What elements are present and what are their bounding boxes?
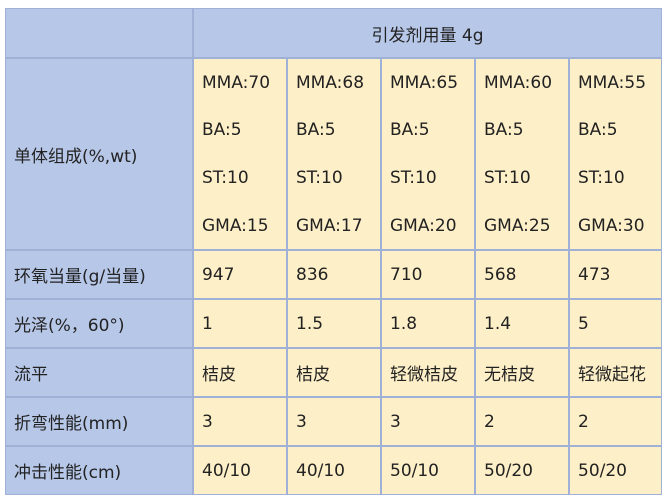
cell: GMA:17 xyxy=(287,202,381,250)
cell: 1.4 xyxy=(475,299,569,348)
cell: BA:5 xyxy=(193,106,287,154)
cell: GMA:20 xyxy=(381,202,475,250)
cell: 50/10 xyxy=(381,446,475,495)
row-label: 冲击性能(cm) xyxy=(5,446,193,495)
cell: 2 xyxy=(569,397,662,446)
cell: 947 xyxy=(193,250,287,299)
cell: 轻微桔皮 xyxy=(381,348,475,397)
cell: 50/20 xyxy=(569,446,662,495)
cell: 轻微起花 xyxy=(569,348,662,397)
cell: 2 xyxy=(475,397,569,446)
cell: GMA:30 xyxy=(569,202,662,250)
cell: 710 xyxy=(381,250,475,299)
cell: BA:5 xyxy=(475,106,569,154)
cell: 836 xyxy=(287,250,381,299)
cell: 1.5 xyxy=(287,299,381,348)
cell: MMA:68 xyxy=(287,58,381,106)
cell: GMA:15 xyxy=(193,202,287,250)
row-label: 光泽(%，60°) xyxy=(5,299,193,348)
cell: 473 xyxy=(569,250,662,299)
cell: ST:10 xyxy=(475,154,569,202)
cell: MMA:60 xyxy=(475,58,569,106)
cell: BA:5 xyxy=(287,106,381,154)
cell: MMA:55 xyxy=(569,58,662,106)
row-label: 折弯性能(mm) xyxy=(5,397,193,446)
corner-cell xyxy=(5,8,193,58)
cell: 3 xyxy=(381,397,475,446)
cell: 568 xyxy=(475,250,569,299)
cell: 5 xyxy=(569,299,662,348)
cell: 3 xyxy=(287,397,381,446)
cell: 桔皮 xyxy=(287,348,381,397)
cell: 无桔皮 xyxy=(475,348,569,397)
cell: 3 xyxy=(193,397,287,446)
cell: GMA:25 xyxy=(475,202,569,250)
row-label: 流平 xyxy=(5,348,193,397)
cell: 40/10 xyxy=(193,446,287,495)
cell: ST:10 xyxy=(287,154,381,202)
cell: 桔皮 xyxy=(193,348,287,397)
cell: ST:10 xyxy=(569,154,662,202)
cell: ST:10 xyxy=(381,154,475,202)
cell: 50/20 xyxy=(475,446,569,495)
header-title: 引发剂用量 4g xyxy=(193,8,662,58)
cell: MMA:65 xyxy=(381,58,475,106)
cell: 40/10 xyxy=(287,446,381,495)
cell: BA:5 xyxy=(381,106,475,154)
cell: BA:5 xyxy=(569,106,662,154)
cell: ST:10 xyxy=(193,154,287,202)
cell: 1.8 xyxy=(381,299,475,348)
cell: MMA:70 xyxy=(193,58,287,106)
cell: 1 xyxy=(193,299,287,348)
row-label: 单体组成(%,wt) xyxy=(5,58,193,250)
row-label: 环氧当量(g/当量) xyxy=(5,250,193,299)
